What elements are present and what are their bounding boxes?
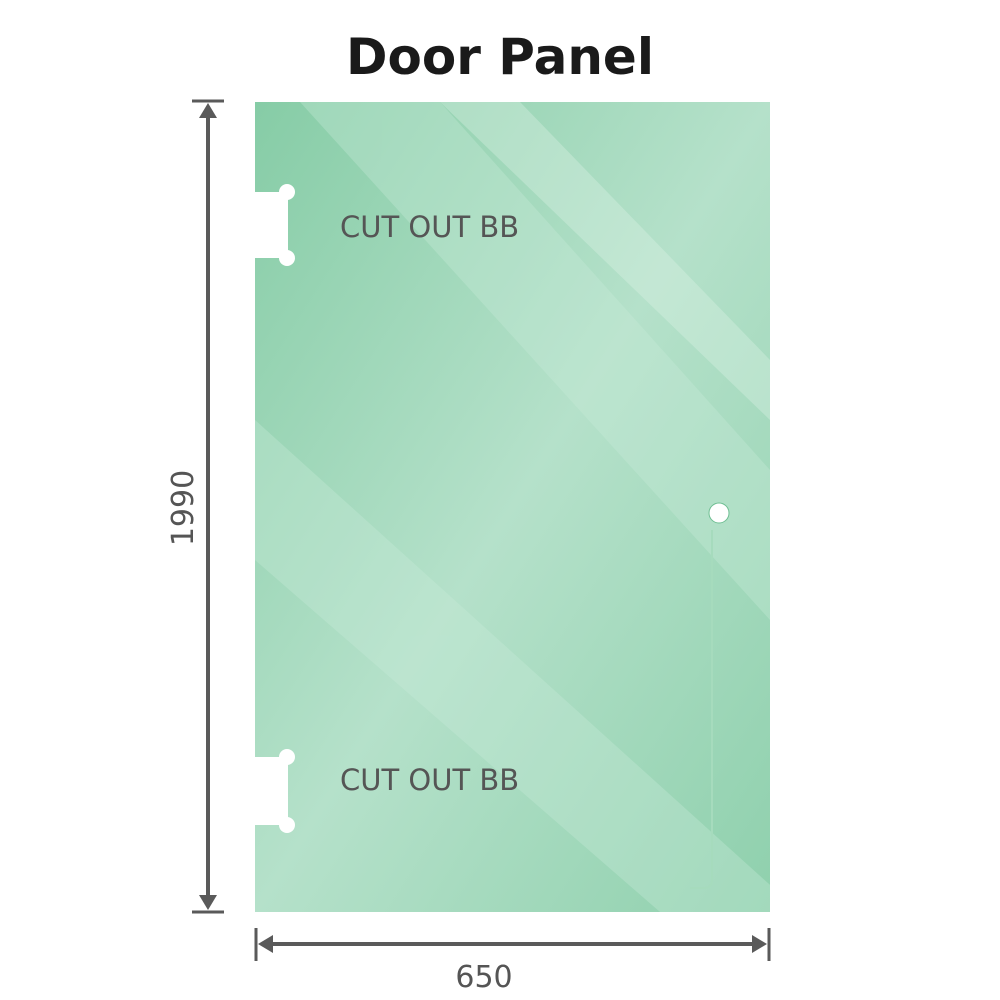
height-dimension-line xyxy=(192,99,224,914)
height-label: 1990 xyxy=(166,470,201,546)
diagram-title: Door Panel xyxy=(346,28,654,86)
handle-hole xyxy=(708,502,730,524)
cutout-bottom xyxy=(254,749,295,833)
glass-panel xyxy=(255,102,770,912)
cutout-top xyxy=(254,184,295,266)
width-dimension-line xyxy=(254,928,771,961)
cutout-bottom-label: CUT OUT BB xyxy=(340,763,519,797)
cutout-top-label: CUT OUT BB xyxy=(340,210,519,244)
width-label: 650 xyxy=(455,960,512,995)
